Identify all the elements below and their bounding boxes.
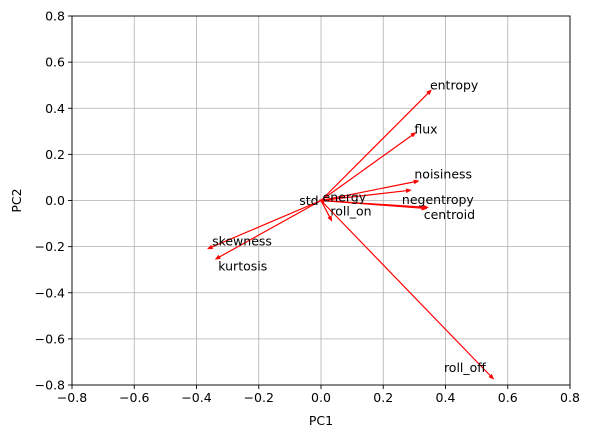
label-centroid: centroid bbox=[424, 207, 475, 222]
vector-kurtosis bbox=[214, 199, 322, 260]
vector-roll-on bbox=[320, 200, 333, 222]
x-tick-label: −0.2 bbox=[244, 390, 274, 405]
x-tick-label: 0.6 bbox=[498, 390, 518, 405]
x-tick-label: 0.8 bbox=[560, 390, 580, 405]
y-tick-label: −0.8 bbox=[35, 378, 65, 393]
y-tick-label: 0.6 bbox=[45, 55, 65, 70]
y-tick-label: 0.8 bbox=[45, 9, 65, 24]
y-tick-label: −0.6 bbox=[35, 331, 65, 346]
vector-roll-off bbox=[320, 200, 495, 380]
vector-centroid bbox=[320, 199, 428, 211]
label-skewness: skewness bbox=[212, 233, 272, 248]
x-tick-label: −0.4 bbox=[181, 390, 211, 405]
label-roll-on: roll_on bbox=[330, 203, 371, 218]
x-tick-label: 0.0 bbox=[311, 390, 331, 405]
x-axis-ticks: −0.8 −0.6 −0.4 −0.2 0.0 0.2 0.4 0.6 0.8 bbox=[57, 385, 580, 405]
label-roll-off: roll_off bbox=[444, 360, 486, 375]
vector-flux bbox=[320, 132, 417, 201]
x-tick-label: 0.2 bbox=[373, 390, 393, 405]
x-tick-label: −0.8 bbox=[57, 390, 87, 405]
x-tick-label: −0.6 bbox=[119, 390, 149, 405]
vector-energy bbox=[320, 188, 412, 202]
y-tick-label: 0.2 bbox=[45, 147, 65, 162]
y-tick-label: 0.4 bbox=[45, 101, 65, 116]
y-tick-label: 0.0 bbox=[45, 193, 65, 208]
y-tick-label: −0.2 bbox=[35, 239, 65, 254]
label-flux: flux bbox=[414, 122, 437, 137]
label-entropy: entropy bbox=[430, 78, 479, 93]
label-std: std bbox=[299, 193, 318, 208]
y-tick-label: −0.4 bbox=[35, 285, 65, 300]
vector-entropy bbox=[320, 89, 432, 201]
y-axis-label: PC2 bbox=[9, 188, 24, 212]
x-axis-label: PC1 bbox=[309, 413, 333, 428]
label-negentropy: negentropy bbox=[402, 192, 475, 207]
label-noisiness: noisiness bbox=[414, 166, 472, 181]
vector-labels: entropy flux noisiness energy negentropycent… bbox=[212, 78, 486, 376]
label-kurtosis: kurtosis bbox=[218, 259, 267, 274]
vector-skewness bbox=[206, 199, 322, 250]
plot-frame bbox=[71, 15, 571, 386]
x-tick-label: 0.4 bbox=[436, 390, 456, 405]
loading-vectors bbox=[206, 89, 495, 380]
label-energy: energy bbox=[323, 190, 367, 205]
y-axis-ticks: −0.8 −0.6 −0.4 −0.2 0.0 0.2 0.4 0.6 0.8 bbox=[35, 9, 72, 393]
vector-noisiness bbox=[320, 179, 420, 202]
